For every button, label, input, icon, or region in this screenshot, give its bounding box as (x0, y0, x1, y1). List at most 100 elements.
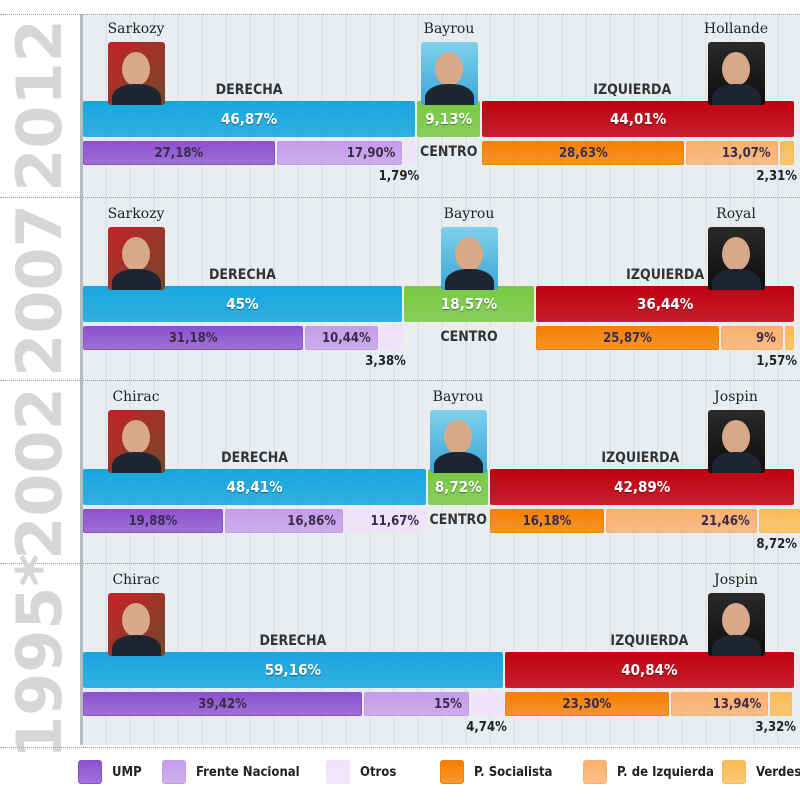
party-bar-frente-nacional: 10,44% (305, 326, 378, 350)
section-divider (0, 563, 800, 564)
party-value-label: 4,74% (466, 720, 507, 735)
legend-swatch (326, 760, 350, 784)
derecha-bar: 46,87% (83, 101, 416, 137)
candidate-name-derecha: Sarkozy (107, 206, 165, 222)
legend-label: P. de Izquierda (617, 764, 714, 780)
candidate-name-izquierda: Jospin (714, 572, 758, 588)
legend-item-frente-nacional: Frente Nacional (162, 760, 300, 784)
candidate-name-izquierda: Hollande (703, 21, 769, 37)
legend-swatch (583, 760, 607, 784)
party-value-label: 2,31% (756, 169, 797, 184)
legend-label: P. Socialista (474, 764, 553, 780)
suit (712, 84, 761, 105)
party-value-label: 3,38% (365, 354, 406, 369)
party-bar-frente-nacional: 15% (364, 692, 469, 716)
candidate-photo-izquierda (708, 42, 765, 105)
candidate-name-centro: Bayrou (443, 206, 495, 222)
party-bar-otros (471, 692, 503, 716)
face (444, 420, 472, 454)
suit (445, 269, 494, 290)
centro-bar: 18,57% (403, 286, 535, 322)
suit (712, 269, 761, 290)
face (722, 237, 750, 271)
derecha-label: DERECHA (215, 82, 283, 98)
derecha-bar: 59,16% (83, 652, 503, 688)
legend-swatch (722, 760, 746, 784)
candidate-name-centro: Bayrou (432, 389, 484, 405)
candidate-photo-izquierda (708, 227, 765, 290)
legend-item-p-socialista: P. Socialista (440, 760, 552, 784)
candidate-photo-centro (441, 227, 498, 290)
suit (112, 269, 161, 290)
face (122, 603, 150, 637)
face (722, 603, 750, 637)
candidate-name-derecha: Chirac (112, 389, 160, 405)
year-label: 1995* (0, 554, 78, 759)
party-bar-ump: 31,18% (83, 326, 304, 350)
candidate-photo-derecha (108, 42, 165, 105)
party-bar-p-socialista: 25,87% (536, 326, 719, 350)
izquierda-label: IZQUIERDA (626, 267, 705, 283)
section-divider (0, 380, 800, 381)
legend-swatch (440, 760, 464, 784)
suit (712, 452, 761, 473)
party-bar-verdes (758, 509, 800, 533)
izquierda-bar: 42,89% (490, 469, 795, 505)
suit (112, 452, 161, 473)
party-bar-ump: 19,88% (83, 509, 223, 533)
face (122, 52, 150, 86)
party-value-label: 1,79% (378, 169, 420, 184)
candidate-photo-izquierda (708, 410, 765, 473)
candidate-name-derecha: Chirac (112, 572, 160, 588)
centro-bar: 9,13% (417, 101, 481, 137)
year-text: 2002 (2, 387, 76, 560)
suit (712, 635, 761, 656)
legend-item-p-de-izquierda: P. de Izquierda (583, 760, 714, 784)
izquierda-bar: 44,01% (482, 101, 795, 137)
party-value-label: 1,57% (756, 354, 797, 369)
centro-label: CENTRO (420, 144, 478, 160)
party-bar-p-de-izquierda: 13,94% (670, 692, 769, 716)
suit (112, 84, 161, 105)
suit (112, 635, 161, 656)
candidate-photo-derecha (108, 227, 165, 290)
derecha-label: DERECHA (221, 450, 289, 466)
party-bar-p-socialista: 16,18% (490, 509, 604, 533)
year-text: 2012 (2, 19, 76, 192)
year-text: 2007 (2, 204, 76, 377)
face (455, 237, 483, 271)
candidate-photo-izquierda (708, 593, 765, 656)
izquierda-label: IZQUIERDA (601, 450, 680, 466)
centro-bar: 8,72% (428, 469, 489, 505)
candidate-photo-centro (430, 410, 487, 473)
party-value-label: 3,32% (755, 720, 796, 735)
party-bar-frente-nacional: 16,86% (224, 509, 343, 533)
centro-label: CENTRO (429, 512, 487, 528)
legend-label: Frente Nacional (196, 764, 300, 780)
year-label: 2007 (0, 199, 78, 382)
party-bar-ump: 39,42% (83, 692, 363, 716)
party-bar-p-socialista: 28,63% (482, 141, 685, 165)
party-bar-p-socialista: 23,30% (504, 692, 669, 716)
face (122, 420, 150, 454)
party-bar-otros (404, 141, 416, 165)
candidate-name-centro: Bayrou (423, 21, 475, 37)
izquierda-bar: 40,84% (504, 652, 794, 688)
section-divider (0, 197, 800, 198)
legend-label: Otros (360, 764, 397, 780)
party-bar-p-de-izquierda: 13,07% (686, 141, 778, 165)
derecha-bar: 48,41% (83, 469, 427, 505)
year-text: 1995* (2, 554, 76, 759)
face (722, 420, 750, 454)
party-bar-ump: 27,18% (83, 141, 275, 165)
party-bar-verdes (784, 326, 795, 350)
party-value-label: 8,72% (756, 537, 797, 552)
candidate-name-izquierda: Royal (716, 206, 756, 222)
face (435, 52, 463, 86)
face (122, 237, 150, 271)
party-bar-verdes (770, 692, 792, 716)
legend-item-verdes: Verdes (722, 760, 800, 784)
section-divider (0, 14, 800, 15)
party-bar-p-de-izquierda: 21,46% (605, 509, 757, 533)
